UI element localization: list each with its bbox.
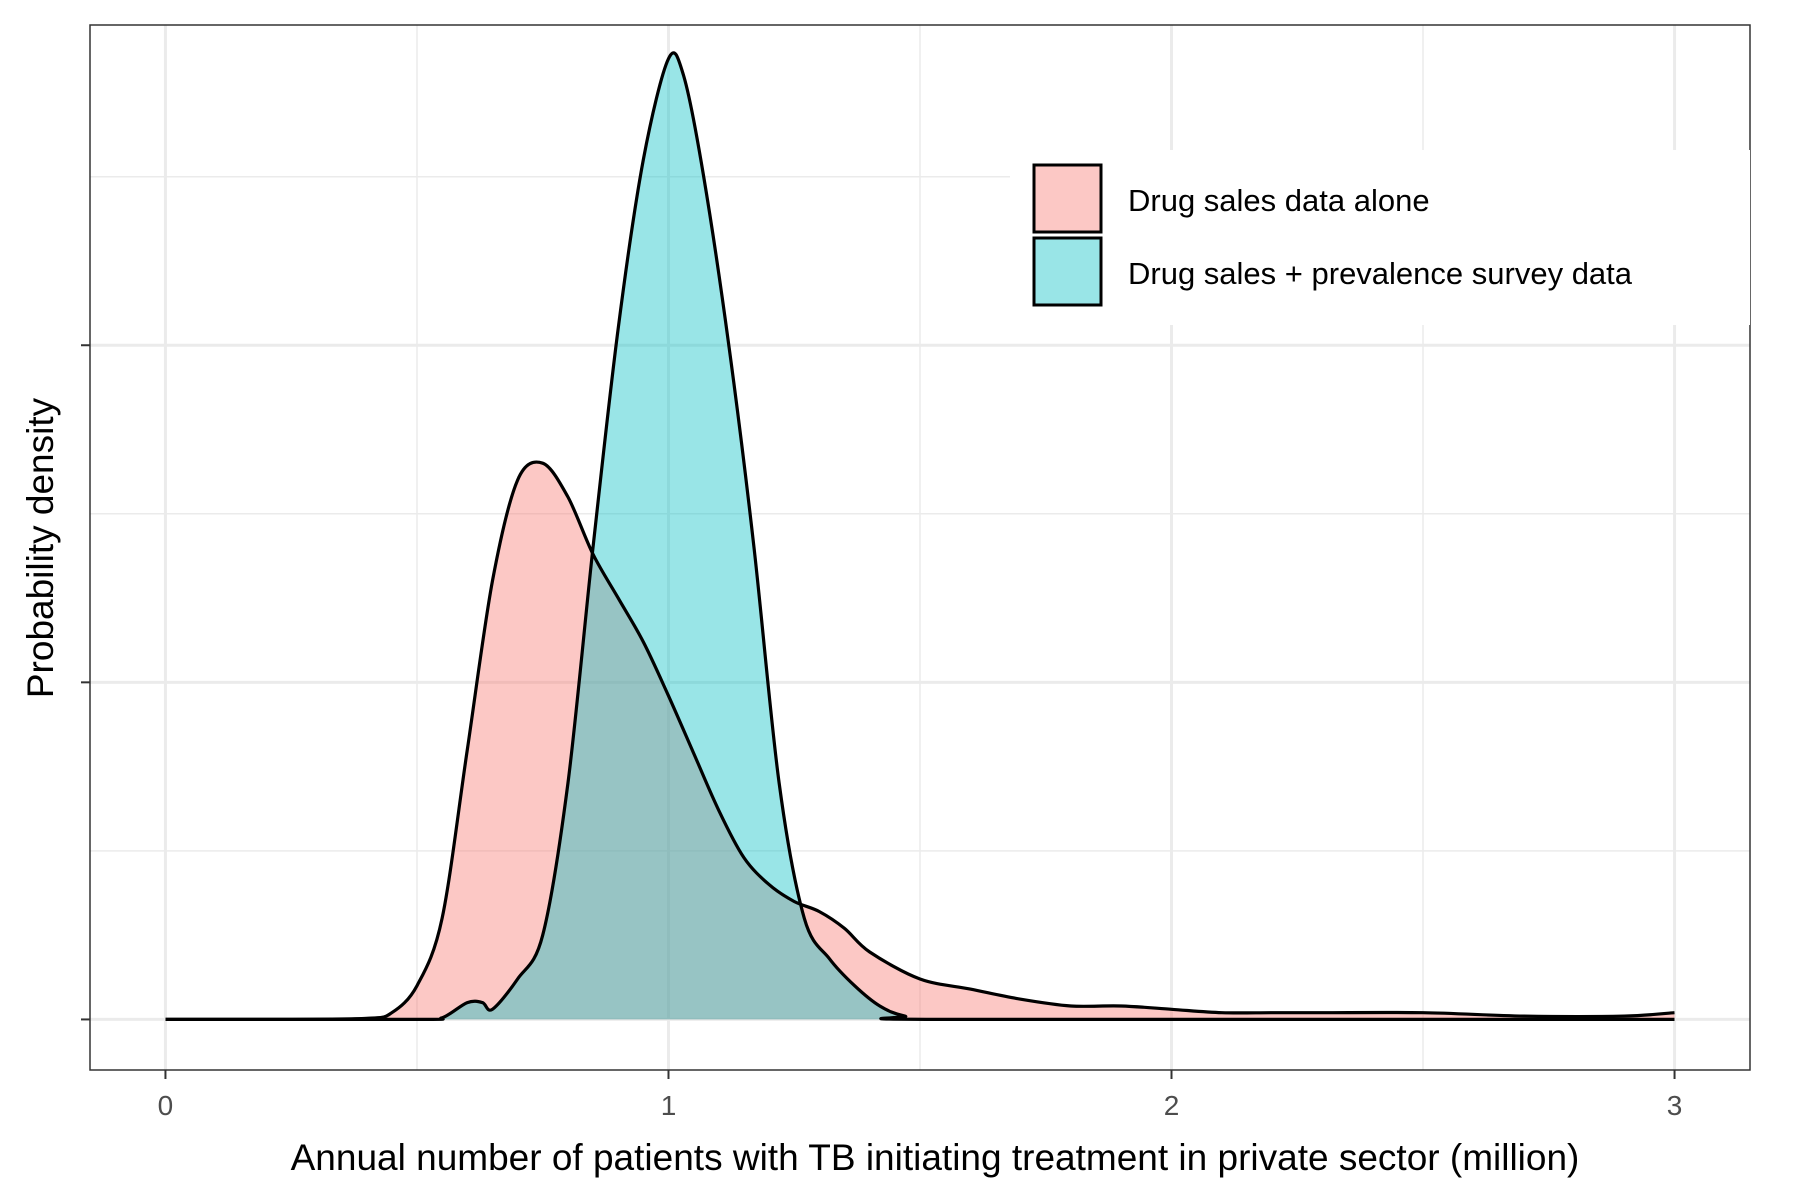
legend-background xyxy=(1010,150,1750,325)
density-line-drug-sales-alone xyxy=(165,460,1675,1022)
y-axis xyxy=(81,344,90,1021)
y-axis-title: Probability density xyxy=(20,397,61,698)
density-series xyxy=(165,51,1675,1022)
x-axis: 0 1 2 3 xyxy=(158,1070,1683,1121)
x-axis-title: Annual number of patients with TB initia… xyxy=(291,1137,1580,1178)
legend: Drug sales data alone Drug sales + preva… xyxy=(1010,150,1750,325)
x-tick-label: 0 xyxy=(158,1090,174,1121)
legend-key-drug-sales-prevalence xyxy=(1032,236,1103,307)
legend-label-drug-sales-alone: Drug sales data alone xyxy=(1128,183,1430,218)
x-tick-label: 3 xyxy=(1667,1090,1683,1121)
density-line-drug-sales-prevalence xyxy=(165,51,1675,1022)
legend-key-drug-sales-alone xyxy=(1032,163,1103,234)
density-area-drug-sales-alone xyxy=(165,462,1675,1020)
x-tick-label: 1 xyxy=(661,1090,677,1121)
x-tick-label: 2 xyxy=(1164,1090,1180,1121)
legend-label-drug-sales-prevalence: Drug sales + prevalence survey data xyxy=(1128,256,1633,291)
plot-panel-border xyxy=(89,24,1751,1071)
